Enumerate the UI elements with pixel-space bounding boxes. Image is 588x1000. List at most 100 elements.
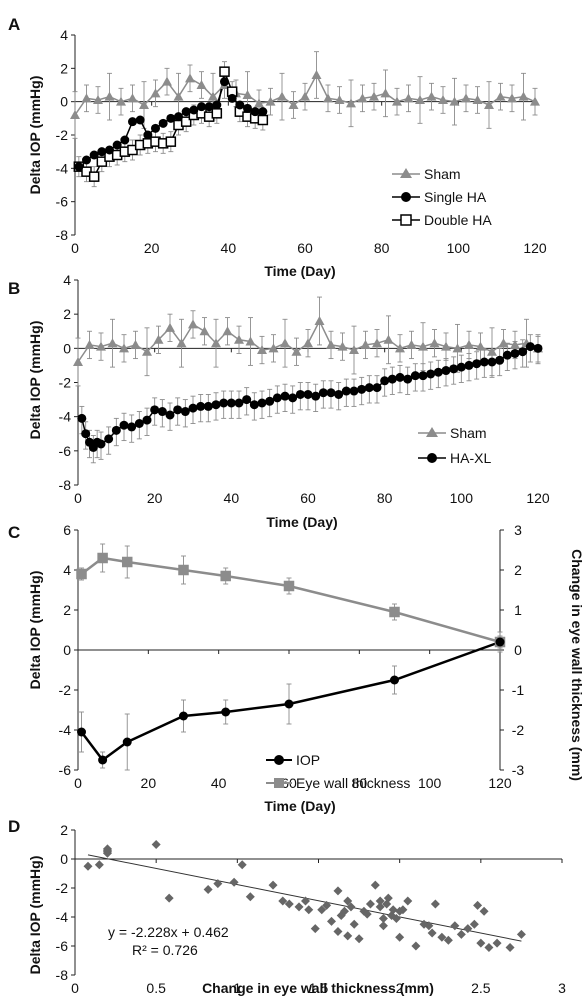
- scatter-point: [463, 924, 473, 934]
- single-ha-point: [97, 147, 107, 157]
- x-tick-label: 1.5: [309, 980, 329, 996]
- scatter-point: [427, 928, 437, 938]
- thickness-point: [76, 568, 87, 580]
- scatter-point: [343, 896, 353, 906]
- scatter-point: [365, 899, 375, 909]
- scatter-point: [516, 929, 526, 939]
- panel-a-label: A: [8, 15, 20, 34]
- single-ha-point: [120, 135, 130, 145]
- panel-c-legend: IOP Eye wall thickness: [266, 752, 410, 791]
- ha-xl-point: [410, 371, 420, 381]
- ha-xl-point: [142, 415, 152, 425]
- scatter-point: [349, 919, 359, 929]
- ha-xl-point: [157, 407, 167, 417]
- scatter-point: [383, 893, 393, 903]
- ha-xl-point: [456, 362, 466, 372]
- x-tick-label: 2: [396, 980, 404, 996]
- sham-point: [162, 76, 172, 86]
- y-tick-label: 2: [60, 822, 68, 838]
- ha-xl-point: [472, 359, 482, 369]
- single-ha-point: [143, 130, 153, 140]
- ha-xl-point: [226, 398, 236, 408]
- scatter-point: [395, 932, 405, 942]
- sham-point: [96, 341, 106, 351]
- single-ha-point: [197, 102, 206, 112]
- scatter-point: [164, 893, 174, 903]
- y2-tick-label: 1: [514, 602, 522, 618]
- sham-point: [441, 341, 451, 351]
- x-tick-label: 100: [418, 775, 442, 791]
- ha-xl-point: [518, 347, 528, 357]
- y-tick-label: -6: [56, 194, 69, 210]
- thickness-point: [389, 606, 400, 618]
- panel-a-axes: 420-2-4-6-80 20 40 60 80 100 120: [56, 27, 547, 256]
- sham-point: [438, 95, 448, 104]
- scatter-point: [284, 899, 294, 909]
- ha-xl-point: [165, 410, 175, 420]
- ha-xl-point: [272, 393, 282, 403]
- y-tick-label: 0: [60, 94, 68, 110]
- y-tick-label: 2: [60, 60, 68, 76]
- legend-triangle-marker: [426, 427, 438, 437]
- scatter-point: [388, 905, 398, 915]
- sham-point: [461, 93, 471, 103]
- ha-xl-point: [380, 376, 390, 386]
- ha-xl-point: [387, 374, 397, 384]
- y-tick-label: -8: [59, 477, 72, 493]
- scatter-point: [450, 921, 460, 931]
- panel-d-data: [83, 840, 526, 952]
- scatter-point: [326, 916, 336, 926]
- sham-point: [300, 91, 310, 101]
- sham-point: [127, 93, 138, 103]
- sham-point: [518, 91, 529, 101]
- y-tick-label: -4: [56, 909, 69, 925]
- single-ha-point: [151, 123, 160, 133]
- sham-point: [196, 80, 207, 89]
- scatter-point: [301, 896, 311, 906]
- y-tick-label: 4: [63, 272, 71, 288]
- x-tick-label: 0.5: [146, 980, 166, 996]
- sham-point: [449, 96, 460, 106]
- single-ha-point: [135, 115, 145, 125]
- iop-point: [122, 737, 132, 747]
- scatter-point: [203, 884, 213, 894]
- single-ha-point: [74, 162, 84, 172]
- y-tick-label: -4: [59, 722, 72, 738]
- sham-point: [472, 95, 483, 104]
- legend-iop: IOP: [296, 752, 320, 768]
- y-tick-label: -4: [59, 409, 72, 425]
- sham-point: [475, 341, 486, 351]
- x-tick-label: 20: [147, 490, 163, 506]
- ha-xl-point: [81, 429, 91, 439]
- ha-xl-point: [487, 357, 497, 367]
- panel-b-legend: Sham HA-XL: [418, 425, 491, 466]
- sham-point: [73, 357, 83, 366]
- scatter-point: [346, 902, 356, 912]
- scatter-point: [268, 880, 278, 890]
- ha-xl-point: [349, 386, 359, 396]
- sham-point: [176, 338, 187, 348]
- sham-point: [104, 91, 115, 101]
- single-ha-point: [189, 105, 199, 115]
- sham-point: [257, 345, 267, 355]
- scatter-point: [403, 896, 413, 906]
- x-tick-label: 20: [144, 240, 160, 256]
- x-tick-label: 40: [224, 490, 240, 506]
- legend-square-marker: [400, 214, 412, 226]
- y2-tick-label: 2: [514, 562, 522, 578]
- sham-point: [487, 346, 497, 356]
- y-tick-label: -6: [56, 938, 69, 954]
- sham-point: [119, 343, 129, 353]
- sham-point: [372, 338, 382, 348]
- ha-xl-point: [150, 405, 160, 415]
- sham-point: [142, 346, 152, 356]
- double-ha-point: [88, 171, 100, 182]
- ha-xl-point: [364, 383, 374, 393]
- scatter-point: [310, 924, 320, 934]
- sham-point: [288, 100, 299, 109]
- ha-xl-point: [426, 369, 436, 379]
- sham-point: [199, 326, 210, 336]
- scatter-point: [424, 921, 434, 931]
- scatter-point: [411, 941, 421, 951]
